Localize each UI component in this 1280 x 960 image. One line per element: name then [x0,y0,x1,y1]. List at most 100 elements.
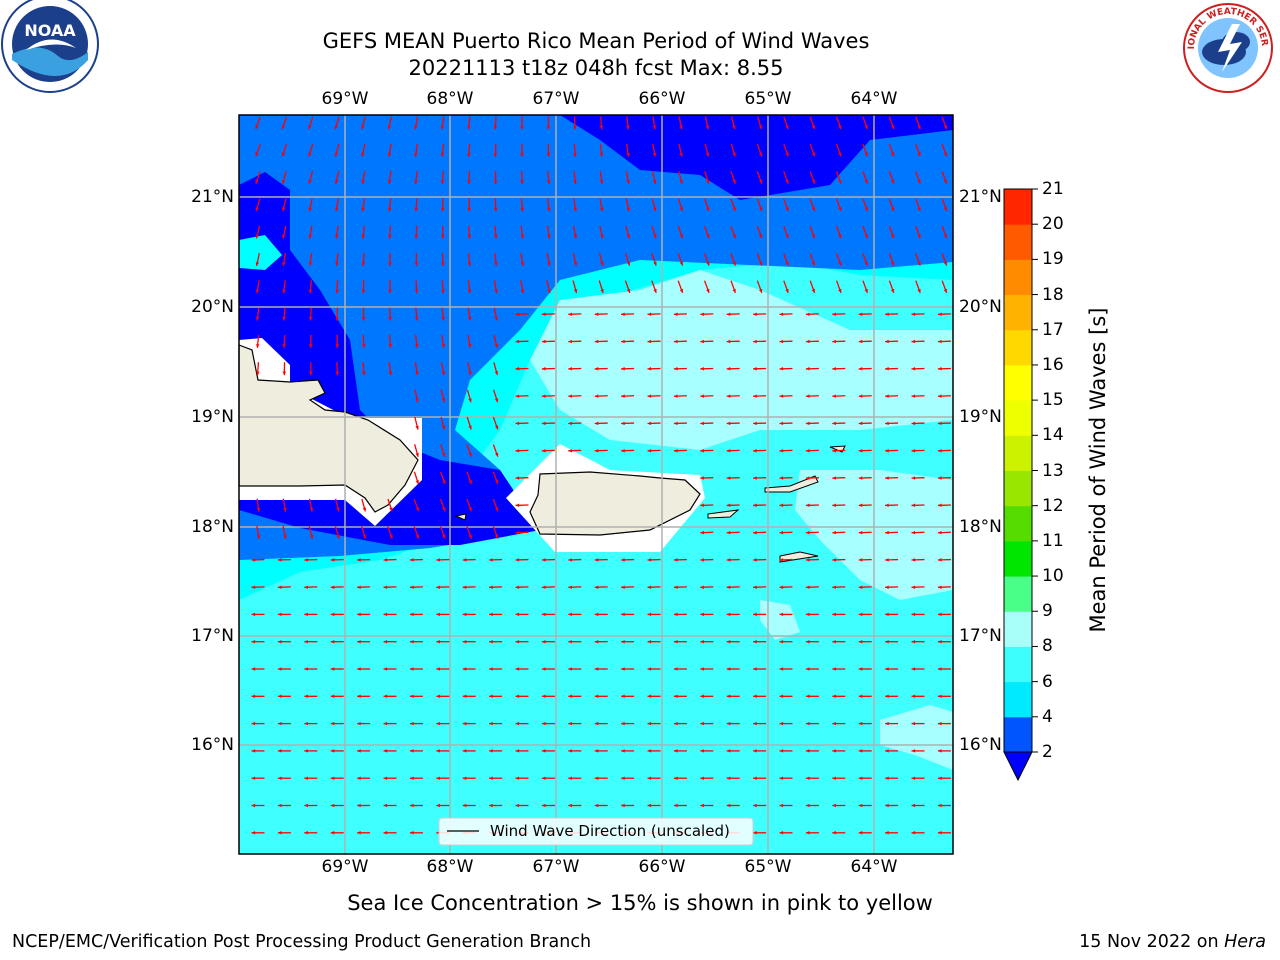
wave-direction-arrow [726,339,740,344]
wave-direction-arrow [647,667,661,671]
wave-direction-arrow [330,749,344,753]
lon-label: 69°W [321,89,369,109]
wave-direction-arrow [647,312,661,316]
wave-direction-arrow [885,339,899,344]
wave-direction-arrow [621,749,635,753]
wave-direction-arrow [805,476,819,480]
wave-direction-arrow [647,394,661,398]
wave-direction-arrow [621,448,635,453]
wave-direction-arrow [277,776,291,780]
vector-legend: Wind Wave Direction (unscaled) [438,817,754,846]
wave-direction-arrow [466,416,472,430]
wave-direction-arrow [282,334,286,348]
wave-direction-arrow [937,612,951,617]
wave-direction-arrow [572,253,578,266]
wave-direction-arrow [753,476,767,480]
wave-direction-arrow [673,312,687,316]
wave-direction-arrow [858,476,872,480]
wave-direction-arrow [730,116,736,130]
wave-direction-arrow [277,667,291,671]
wave-direction-arrow [779,367,793,371]
wave-direction-arrow [541,394,555,398]
wave-direction-arrow [941,116,948,130]
wave-direction-arrow [441,334,445,348]
wave-direction-arrow [414,280,419,294]
wave-direction-arrow [489,558,503,562]
land-puerto-rico [529,471,701,536]
wave-direction-arrow [647,558,661,562]
wave-direction-arrow [361,498,367,512]
wave-direction-arrow [277,558,291,562]
wave-direction-arrow [466,498,473,512]
wave-direction-arrow [413,498,420,512]
wave-direction-arrow [885,530,899,535]
wave-direction-arrow [308,307,313,321]
wave-direction-arrow [436,749,450,753]
colorbar-tick-label: 2 [1042,742,1053,762]
wave-direction-arrow [330,585,344,589]
wave-direction-arrow [753,503,767,508]
wave-direction-arrow [308,225,313,239]
wave-direction-arrow [779,421,793,426]
wave-direction-arrow [647,721,661,726]
wave-direction-arrow [726,776,740,780]
wave-direction-arrow [832,585,846,589]
colorbar-tick-label: 16 [1042,354,1064,375]
wave-direction-arrow [621,776,635,780]
wave-direction-arrow [357,667,371,671]
wave-direction-arrow [832,667,846,671]
wave-direction-arrow [439,471,446,485]
wave-direction-arrow [805,612,819,617]
wave-direction-arrow [334,171,340,185]
period-contour-4-6-patch [239,235,282,270]
wave-direction-arrow [541,803,555,808]
colorbar-tick-label: 15 [1042,390,1064,411]
wave-direction-arrow [700,558,714,562]
wave-direction-arrow [330,558,344,562]
wave-direction-arrow [256,498,261,512]
wave-direction-arrow [753,339,767,344]
map-frame [238,114,954,855]
wave-direction-arrow [251,694,265,699]
wave-direction-arrow [489,803,503,808]
land-hispaniola [238,344,419,513]
wave-direction-arrow [756,253,763,266]
colorbar-segment [1004,400,1032,436]
wave-direction-arrow [779,448,793,453]
wave-direction-arrow [308,143,314,157]
wave-direction-arrow [489,585,503,589]
wave-direction-arrow [783,143,789,157]
wave-direction-arrow [888,198,895,212]
wave-direction-arrow [700,339,714,344]
wave-direction-arrow [436,667,450,671]
wave-direction-arrow [436,558,450,562]
wave-direction-arrow [621,694,635,699]
wave-direction-arrow [282,498,287,512]
colorbar-segment [1004,540,1032,577]
wave-direction-arrow [304,749,318,753]
wave-direction-arrow [885,448,899,453]
wave-direction-arrow [541,421,555,426]
wave-direction-arrow [462,694,476,699]
wave-direction-arrow [594,421,608,426]
wave-direction-arrow [941,171,948,184]
wave-direction-arrow [700,803,714,808]
wave-direction-arrow [652,143,657,157]
wave-direction-arrow [414,362,419,376]
wave-direction-arrow [436,694,450,699]
wave-direction-arrow [915,171,921,184]
wave-direction-arrow [335,334,339,348]
wave-direction-arrow [621,803,635,808]
wave-direction-arrow [885,367,899,371]
wave-direction-arrow [677,225,684,239]
wave-direction-arrow [594,694,608,699]
wave-direction-arrow [598,280,604,294]
wave-direction-arrow [832,476,846,480]
footer-date: 15 Nov 2022 on Hera [1079,932,1266,952]
wave-direction-arrow [779,803,793,808]
wave-direction-arrow [414,334,419,348]
wave-direction-arrow [330,803,344,808]
wave-direction-arrow [330,667,344,671]
wave-direction-arrow [673,612,687,617]
wave-direction-arrow [625,253,631,266]
